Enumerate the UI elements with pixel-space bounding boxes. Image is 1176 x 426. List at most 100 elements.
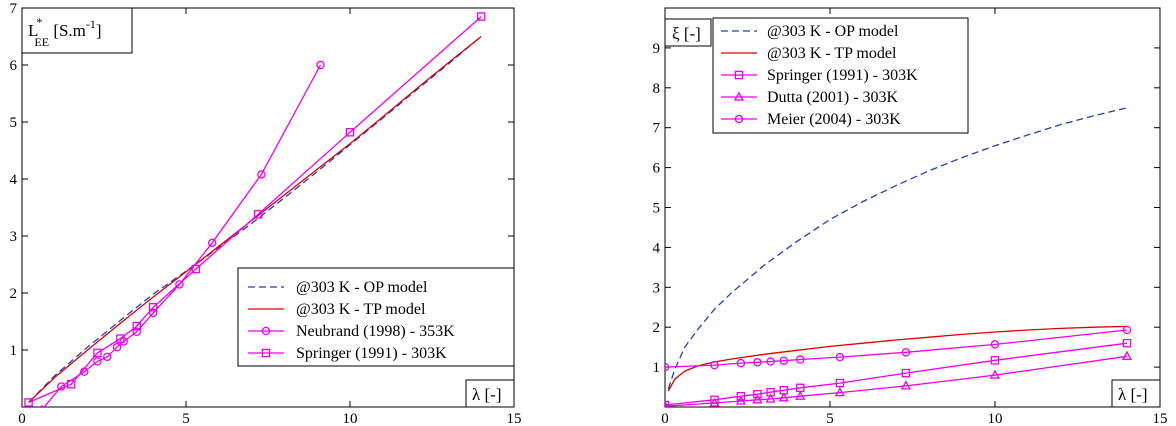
data-point <box>66 379 76 389</box>
x-axis-label-box <box>465 379 515 408</box>
x-tick-label: 5 <box>826 411 834 426</box>
data-point <box>709 397 720 407</box>
data-point <box>261 326 271 336</box>
data-point <box>734 70 744 80</box>
series-line-5 <box>665 329 1128 368</box>
data-point <box>989 369 1001 379</box>
y-tick-label: 2 <box>10 286 18 302</box>
x-axis-label: λ [-] <box>1118 385 1147 404</box>
x-tick-label: 15 <box>1153 411 1168 426</box>
data-point <box>778 392 789 402</box>
y-axis-label-box <box>664 18 712 47</box>
data-point <box>665 400 669 407</box>
legend-box <box>237 267 515 367</box>
data-point <box>1122 325 1132 335</box>
plot-frame <box>21 7 515 408</box>
x-tick-label: 0 <box>661 411 669 426</box>
y-tick-label: 1 <box>10 343 18 359</box>
y-tick-label: 4 <box>653 240 661 256</box>
legend-label: Springer (1991) - 303K <box>767 67 918 84</box>
legend-label: @303 K - TP model <box>767 45 897 62</box>
data-point <box>753 389 762 399</box>
data-point <box>901 368 911 378</box>
data-point <box>132 327 142 337</box>
y-axis-label-box <box>21 7 133 54</box>
data-point <box>736 391 746 401</box>
data-point <box>112 342 122 352</box>
data-point <box>316 60 325 70</box>
data-point <box>753 358 762 367</box>
x-tick-label: 15 <box>507 411 522 426</box>
y-tick-label: 5 <box>10 115 18 131</box>
data-point <box>735 395 747 405</box>
data-point <box>24 398 33 407</box>
x-tick-label: 10 <box>988 411 1003 426</box>
series-line-4 <box>665 355 1128 407</box>
y-tick-label: 4 <box>10 172 18 188</box>
data-point <box>835 352 845 362</box>
data-point <box>38 405 45 407</box>
y-axis-label: L* EE [S.m-1] <box>28 15 102 49</box>
data-point <box>1121 350 1133 360</box>
data-point <box>148 302 158 312</box>
data-point <box>93 348 102 358</box>
data-point <box>901 348 911 357</box>
data-point <box>766 357 775 366</box>
data-point <box>734 114 744 124</box>
data-point <box>116 334 125 343</box>
x-axis-label-box <box>1111 379 1161 408</box>
data-point <box>990 356 1000 365</box>
data-point <box>93 357 102 366</box>
legend: @303 K - OP model @303 K - TP model Spring… <box>712 17 969 134</box>
chart-1: 0 5 10 15 1 2 3 4 5 6 7 L* EE [S.m-1] λ [-] @303 K - O… <box>10 1 522 426</box>
series-line-3 <box>665 342 1128 406</box>
series-line-4 <box>28 16 482 403</box>
y-tick-label: 9 <box>653 41 661 57</box>
x-tick-label: 5 <box>182 411 190 426</box>
data-point <box>175 280 184 289</box>
data-point <box>132 321 142 331</box>
data-point <box>191 264 201 274</box>
data-point <box>765 393 776 403</box>
legend-label: @303 K - OP model <box>767 23 899 40</box>
legend: @303 K - OP model @303 K - TP model Neubra… <box>237 267 515 367</box>
data-point <box>835 378 845 388</box>
y-tick-label: 7 <box>10 1 18 17</box>
data-point <box>900 380 912 390</box>
data-point <box>990 340 1000 349</box>
series-line-2 <box>667 325 1128 392</box>
y-tick-label: 7 <box>653 121 661 137</box>
data-point <box>103 352 112 362</box>
data-point <box>665 362 670 372</box>
y-tick-label: 8 <box>653 81 661 97</box>
x-axis-label: λ [-] <box>472 385 501 404</box>
data-point <box>207 238 217 248</box>
legend-label: Springer (1991) - 303K <box>296 345 447 362</box>
legend-label: Neubrand (1998) - 353K <box>296 323 455 340</box>
data-point <box>710 360 719 370</box>
series-line-1 <box>667 107 1128 390</box>
series-line-1 <box>28 36 482 403</box>
x-tick-label: 10 <box>343 411 358 426</box>
data-point <box>1122 338 1132 348</box>
legend-label: @303 K - TP model <box>296 301 426 318</box>
y-tick-label: 6 <box>653 161 661 177</box>
data-point <box>834 387 846 397</box>
data-point <box>253 210 263 219</box>
legend-label: @303 K - OP model <box>296 279 428 296</box>
data-point <box>779 356 789 365</box>
data-point <box>795 390 806 400</box>
data-point <box>733 91 745 101</box>
series-group <box>24 12 486 407</box>
y-tick-label: 6 <box>10 58 18 74</box>
y-tick-label: 2 <box>653 320 661 336</box>
data-point <box>476 12 486 21</box>
data-point <box>345 128 355 137</box>
legend-label: Meier (2004) - 303K <box>767 111 901 128</box>
y-tick-label: 5 <box>653 201 661 217</box>
chart-2: 0 5 10 15 1 2 3 4 5 6 7 8 9 ξ [-] λ [-] @303 K - OP mod… <box>653 7 1168 426</box>
data-point <box>148 308 158 318</box>
y-tick-label: 1 <box>653 360 661 376</box>
legend-label: Dutta (2001) - 303K <box>767 89 899 106</box>
